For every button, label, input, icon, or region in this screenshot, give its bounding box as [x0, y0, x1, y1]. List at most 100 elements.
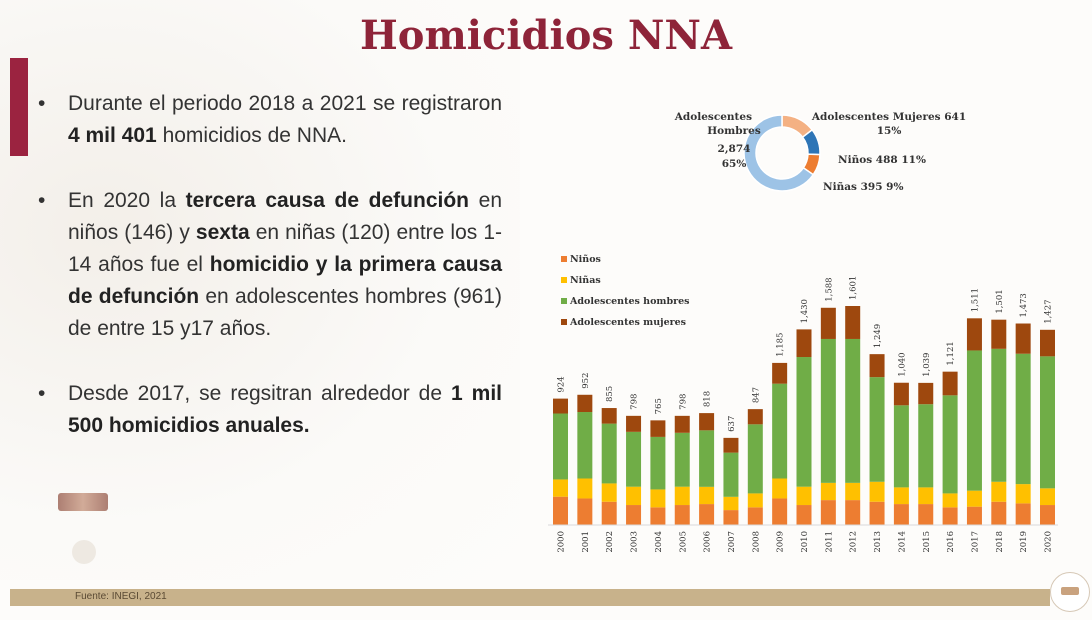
bar-segment: [991, 319, 1007, 349]
bar-segment: [918, 404, 934, 488]
text: en niñas (120) entre los 1-14 años fue e…: [68, 221, 502, 276]
bar-segment: [674, 415, 690, 433]
total-label: 1,121: [946, 341, 956, 365]
total-label: 1,588: [824, 277, 834, 301]
bar-segment: [674, 486, 690, 506]
total-label: 1,473: [1019, 293, 1029, 317]
bar-segment: [942, 395, 958, 494]
donut-label-mujeres-pct: 15%: [877, 125, 902, 137]
bar-segment: [699, 486, 715, 505]
bar-segment: [966, 318, 982, 351]
bar-segment: [918, 487, 934, 505]
total-label: 1,039: [922, 353, 932, 377]
bar-segment: [966, 506, 982, 525]
year-label: 2006: [703, 531, 713, 553]
year-label: 2003: [630, 531, 640, 553]
bold-text: 4 mil 401: [68, 124, 157, 147]
total-label: 1,511: [970, 288, 980, 312]
bar-segment: [577, 412, 593, 479]
bar-segment: [796, 357, 812, 487]
bar-segment: [796, 486, 812, 506]
bar-segment: [723, 437, 739, 453]
year-label: 2020: [1044, 531, 1054, 553]
year-label: 2014: [897, 531, 907, 553]
bar-segment: [918, 504, 934, 525]
bar-segment: [869, 481, 885, 502]
year-label: 2012: [849, 531, 859, 553]
bar-segment: [723, 496, 739, 511]
donut-label-ninas: Niñas 395 9%: [823, 181, 903, 193]
background-wash: [0, 0, 520, 580]
bar-segment: [553, 413, 568, 480]
footer-bar: [10, 589, 1050, 606]
decorative-circle: [72, 540, 96, 564]
bar-segment: [553, 496, 568, 525]
legend-label: Niños: [570, 254, 601, 265]
bar-segment: [699, 413, 715, 431]
year-label: 2004: [654, 531, 664, 553]
total-label: 1,427: [1044, 299, 1054, 323]
bullet-dot: •: [38, 189, 46, 212]
slide-title: Homicidios NNA: [360, 12, 732, 59]
bar-segment: [699, 504, 715, 525]
bar-segment: [772, 383, 788, 479]
legend-swatch: [561, 277, 567, 283]
legend-swatch: [561, 256, 567, 262]
donut-slice-3: [743, 114, 815, 192]
bar-segment: [820, 482, 836, 501]
total-label: 798: [630, 394, 640, 410]
bar-segment: [869, 501, 885, 525]
bar-segment: [820, 500, 836, 525]
text: Desde 2017, se regsitran alrededor de: [68, 382, 452, 405]
bar-segment: [674, 505, 690, 525]
donut-label-hombres-value: 2,874: [718, 143, 751, 155]
bullet-list: • Durante el periodo 2018 a 2021 se regis…: [36, 88, 502, 475]
bar-segment: [747, 493, 763, 508]
bar-segment: [1040, 505, 1055, 525]
text: En 2020 la: [68, 189, 186, 212]
bar-segment: [601, 408, 617, 424]
total-label: 1,601: [849, 276, 859, 300]
text: en adolescentes hombres (961) de entre 1…: [68, 285, 502, 340]
bar-segment: [553, 398, 568, 414]
total-label: 798: [678, 394, 688, 410]
bar-segment: [626, 415, 642, 432]
bar-segment: [845, 500, 861, 525]
bar-segment: [845, 482, 861, 501]
bar-segment: [869, 377, 885, 482]
bar-segment: [893, 487, 909, 505]
bold-text: 1 mil 500 homicidios anuales.: [68, 382, 503, 437]
bar-segment: [942, 507, 958, 525]
bar-segment: [601, 423, 617, 484]
bar-segment: [966, 490, 982, 507]
year-label: 2016: [946, 531, 956, 553]
total-label: 1,040: [897, 352, 907, 376]
bar-legend: Niños Niñas Adolescentes hombres Adolescent…: [561, 254, 690, 328]
year-label: 2009: [776, 531, 786, 553]
total-label: 1,430: [800, 299, 810, 323]
bar-segment: [772, 498, 788, 525]
total-label: 924: [557, 376, 567, 392]
bar-segment: [772, 478, 788, 499]
bar-segment: [1040, 488, 1055, 506]
donut-label-mujeres: Adolescentes Mujeres 641: [811, 111, 966, 123]
bar-segment: [942, 371, 958, 396]
bar-segment: [796, 329, 812, 358]
bold-text: tercera causa de defunción: [185, 189, 469, 212]
bar-segment: [650, 436, 666, 490]
bar-segment: [1015, 503, 1031, 525]
bar-segment: [966, 350, 982, 491]
text: homicidios de NNA.: [156, 124, 347, 147]
legend-label: Niñas: [570, 275, 601, 286]
bar-segment: [1015, 353, 1031, 485]
bar-segment: [1040, 329, 1055, 357]
bar-segment: [747, 507, 763, 525]
bar-segment: [747, 409, 763, 425]
bar-segment: [991, 481, 1007, 502]
year-label: 2008: [751, 531, 761, 553]
bar-segment: [820, 338, 836, 483]
bold-text: sexta: [195, 221, 250, 244]
bar-segment: [601, 483, 617, 502]
year-label: 2018: [995, 531, 1005, 553]
